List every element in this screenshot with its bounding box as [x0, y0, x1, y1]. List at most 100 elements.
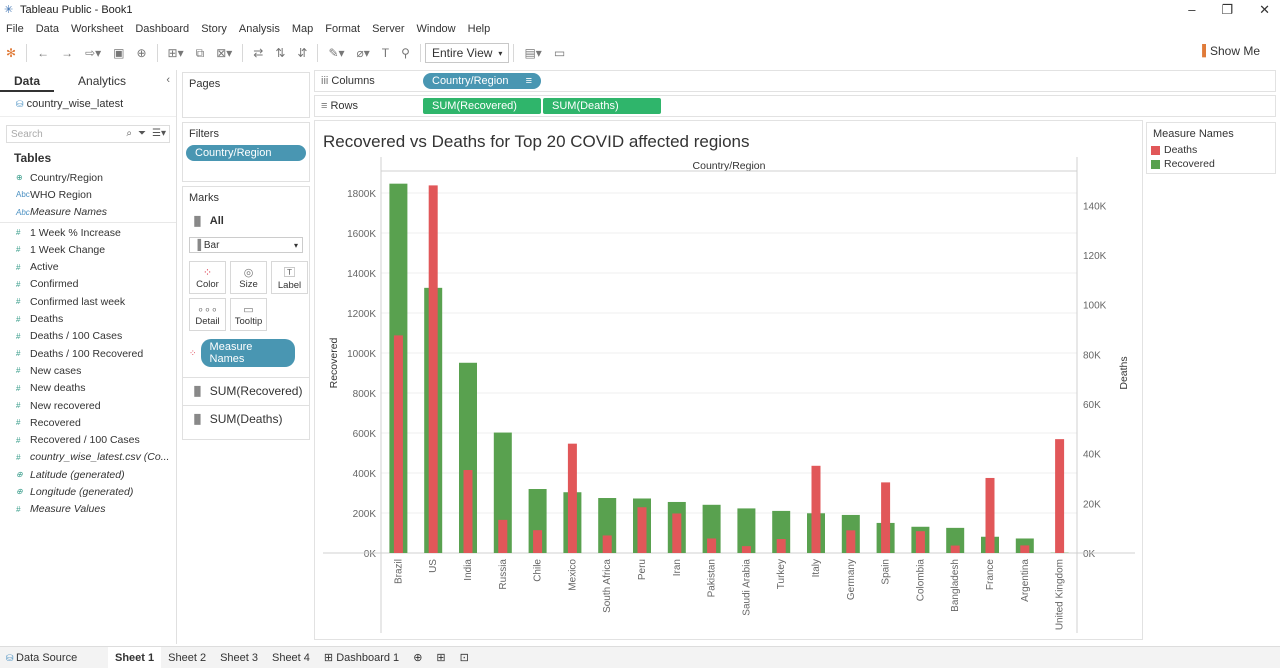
field-item[interactable]: #Deaths / 100 Cases	[0, 328, 176, 345]
view-options-icon[interactable]: ☰▾	[152, 128, 166, 139]
show-me-button[interactable]: ▐ Show Me	[1198, 44, 1260, 58]
marks-sum-deaths[interactable]: ▐▌ SUM(Deaths)	[183, 405, 309, 432]
menu-item[interactable]: File	[0, 23, 30, 35]
collapse-pane-icon[interactable]: ‹	[166, 74, 170, 86]
close-icon[interactable]: ✕	[1259, 0, 1270, 20]
x-tick-label: Mexico	[567, 559, 578, 591]
field-item[interactable]: #Recovered / 100 Cases	[0, 431, 176, 448]
mark-type-dropdown[interactable]: ▐ Bar ▾	[189, 237, 303, 253]
new-datasource-icon[interactable]: ⊕	[136, 46, 146, 60]
field-item[interactable]: #Recovered	[0, 414, 176, 431]
menu-item[interactable]: Map	[286, 23, 319, 35]
filter-icon[interactable]: ⏷	[138, 128, 146, 139]
new-sheet-icon[interactable]: ⊕	[406, 651, 429, 664]
field-item[interactable]: #New cases	[0, 362, 176, 379]
highlight-icon[interactable]: ✎▾	[328, 46, 344, 60]
columns-shelf[interactable]: iii Columns Country/Region ≡	[314, 70, 1276, 92]
redo-icon[interactable]: →	[61, 46, 73, 60]
menu-item[interactable]: Story	[195, 23, 233, 35]
sort-asc-icon[interactable]: ⇅	[275, 46, 285, 60]
field-item[interactable]: #Active	[0, 258, 176, 275]
detail-button[interactable]: ∘∘∘Detail	[189, 298, 226, 331]
size-button[interactable]: ◎Size	[230, 261, 267, 294]
pages-card[interactable]: Pages	[182, 72, 310, 118]
show-cards-icon[interactable]: ▤▾	[524, 46, 541, 60]
undo-icon[interactable]: ←	[37, 46, 49, 60]
worksheet-view[interactable]: Recovered vs Deaths for Top 20 COVID aff…	[314, 120, 1143, 640]
measure-icon: #	[16, 453, 30, 462]
menu-item[interactable]: Data	[30, 23, 65, 35]
tab-data[interactable]: Data	[0, 70, 54, 92]
field-item[interactable]: ⊕Longitude (generated)	[0, 483, 176, 500]
field-item[interactable]: #New recovered	[0, 397, 176, 414]
y-tick-label-left: 400K	[353, 469, 377, 480]
color-button[interactable]: ⁘Color	[189, 261, 226, 294]
swap-icon[interactable]: ⇄	[253, 46, 263, 60]
field-item[interactable]: #Confirmed last week	[0, 293, 176, 310]
menu-item[interactable]: Worksheet	[65, 23, 129, 35]
field-item[interactable]: #Deaths	[0, 310, 176, 327]
menu-item[interactable]: Dashboard	[129, 23, 195, 35]
tableau-icon[interactable]: ✻	[6, 46, 16, 60]
menu-item[interactable]: Analysis	[233, 23, 286, 35]
new-dashboard-icon[interactable]: ⊞	[429, 651, 452, 664]
new-worksheet-icon[interactable]: ⊞▾	[168, 46, 184, 60]
menu-item[interactable]: Format	[319, 23, 366, 35]
maximize-icon[interactable]: ❐	[1221, 0, 1233, 20]
data-source-tab[interactable]: ⛁ Data Source	[0, 652, 108, 664]
legend-item-deaths[interactable]: Deaths	[1147, 143, 1275, 157]
columns-pill-country[interactable]: Country/Region ≡	[423, 73, 541, 89]
tab-sheet-3[interactable]: Sheet 3	[213, 652, 265, 664]
search-icon[interactable]: ⌕	[126, 128, 132, 139]
tab-analytics[interactable]: Analytics	[54, 70, 140, 92]
rows-pill-recovered[interactable]: SUM(Recovered)	[423, 98, 541, 114]
labels-icon[interactable]: T	[382, 46, 389, 60]
tab-sheet-1[interactable]: Sheet 1	[108, 647, 161, 669]
datasource-item[interactable]: ⛁ country_wise_latest	[0, 92, 176, 117]
new-story-icon[interactable]: ⊡	[453, 651, 476, 664]
presentation-icon[interactable]: ▭	[554, 46, 565, 60]
field-item[interactable]: ⊕Country/Region	[0, 169, 176, 186]
filter-pill-country[interactable]: Country/Region	[186, 145, 306, 161]
tooltip-button[interactable]: ▭Tooltip	[230, 298, 267, 331]
pin-icon[interactable]: ⚲	[401, 46, 410, 60]
tab-dashboard-1[interactable]: ⊞ Dashboard 1	[317, 651, 406, 664]
field-item[interactable]: #country_wise_latest.csv (Co...	[0, 449, 176, 466]
rows-pill-deaths[interactable]: SUM(Deaths)	[543, 98, 661, 114]
field-label: Confirmed last week	[30, 296, 125, 308]
measure-names-pill[interactable]: Measure Names	[201, 339, 295, 367]
marks-sum-recovered[interactable]: ▐▌ SUM(Recovered)	[183, 377, 309, 404]
save-icon[interactable]: ▣	[113, 46, 124, 60]
tab-sheet-2[interactable]: Sheet 2	[161, 652, 213, 664]
x-tick-label: US	[428, 559, 439, 573]
clear-icon[interactable]: ⊠▾	[216, 46, 232, 60]
legend-label-deaths: Deaths	[1164, 144, 1197, 156]
field-item[interactable]: #Measure Values	[0, 501, 176, 518]
field-item[interactable]: #1 Week Change	[0, 241, 176, 258]
field-item[interactable]: #New deaths	[0, 380, 176, 397]
chart-svg[interactable]: Recovered vs Deaths for Top 20 COVID aff…	[315, 121, 1144, 641]
field-item[interactable]: ⊕Latitude (generated)	[0, 466, 176, 483]
color-legend[interactable]: Measure Names Deaths Recovered	[1146, 122, 1276, 174]
menu-item[interactable]: Server	[366, 23, 410, 35]
minimize-icon[interactable]: –	[1188, 0, 1195, 20]
replay-icon[interactable]: ⇨▾	[85, 46, 101, 60]
field-item[interactable]: #Deaths / 100 Recovered	[0, 345, 176, 362]
legend-item-recovered[interactable]: Recovered	[1147, 157, 1275, 171]
menu-item[interactable]: Window	[411, 23, 462, 35]
field-item[interactable]: #Confirmed	[0, 276, 176, 293]
field-item[interactable]: #1 Week % Increase	[0, 224, 176, 241]
sort-desc-icon[interactable]: ⇵	[297, 46, 307, 60]
marks-all-row[interactable]: ▐▌ All	[183, 209, 309, 233]
rows-shelf[interactable]: ≡ Rows SUM(Recovered) SUM(Deaths)	[314, 95, 1276, 117]
group-icon[interactable]: ⌀▾	[357, 46, 370, 60]
duplicate-icon[interactable]: ⧉	[196, 46, 205, 61]
fit-dropdown[interactable]: Entire View ▾	[425, 43, 510, 63]
filters-card[interactable]: Filters Country/Region	[182, 122, 310, 182]
menu-item[interactable]: Help	[462, 23, 497, 35]
bar-deaths	[429, 185, 438, 553]
tab-sheet-4[interactable]: Sheet 4	[265, 652, 317, 664]
